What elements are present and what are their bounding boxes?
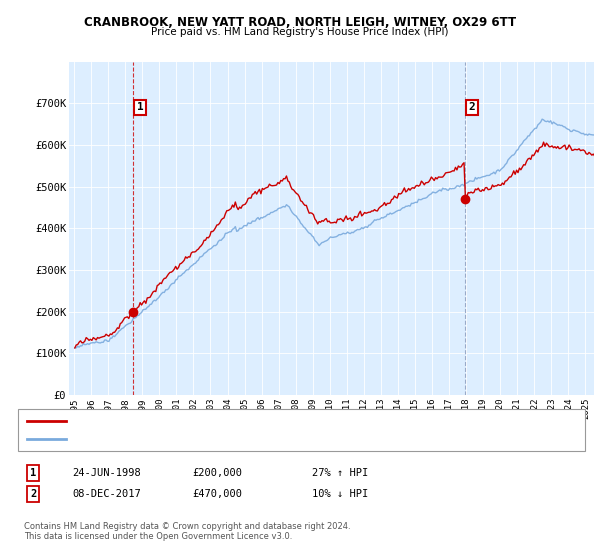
Text: Contains HM Land Registry data © Crown copyright and database right 2024.
This d: Contains HM Land Registry data © Crown c… xyxy=(24,522,350,542)
Text: £470,000: £470,000 xyxy=(192,489,242,499)
Text: 2: 2 xyxy=(469,102,475,113)
Text: 1: 1 xyxy=(137,102,143,113)
Text: 27% ↑ HPI: 27% ↑ HPI xyxy=(312,468,368,478)
Text: 24-JUN-1998: 24-JUN-1998 xyxy=(72,468,141,478)
Text: 1: 1 xyxy=(30,468,36,478)
Text: 10% ↓ HPI: 10% ↓ HPI xyxy=(312,489,368,499)
Text: HPI: Average price, detached house, West Oxfordshire: HPI: Average price, detached house, West… xyxy=(72,435,317,444)
Text: CRANBROOK, NEW YATT ROAD, NORTH LEIGH, WITNEY, OX29 6TT: CRANBROOK, NEW YATT ROAD, NORTH LEIGH, W… xyxy=(84,16,516,29)
Text: £200,000: £200,000 xyxy=(192,468,242,478)
Text: 08-DEC-2017: 08-DEC-2017 xyxy=(72,489,141,499)
Text: CRANBROOK, NEW YATT ROAD, NORTH LEIGH, WITNEY, OX29 6TT (detached house): CRANBROOK, NEW YATT ROAD, NORTH LEIGH, W… xyxy=(72,416,447,425)
Text: Price paid vs. HM Land Registry's House Price Index (HPI): Price paid vs. HM Land Registry's House … xyxy=(151,27,449,37)
Text: 2: 2 xyxy=(30,489,36,499)
